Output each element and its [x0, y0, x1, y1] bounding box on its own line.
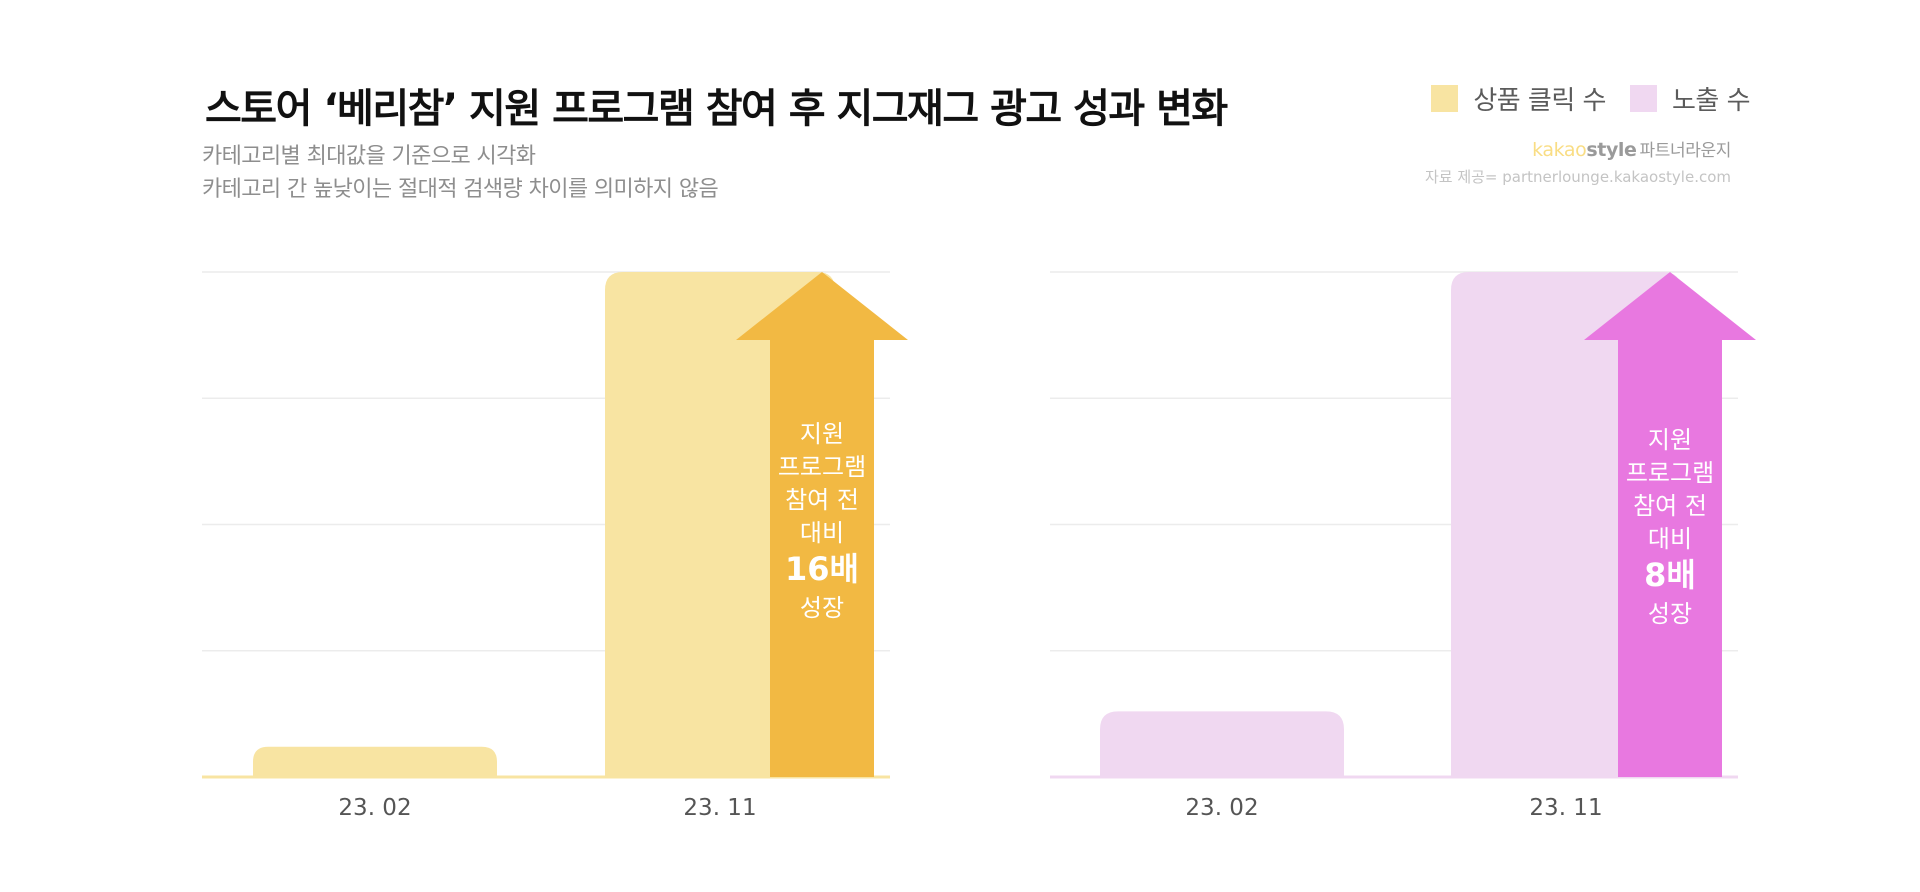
legend-item-clicks: 상품 클릭 수 [1431, 80, 1606, 117]
bar-before [1100, 711, 1344, 777]
legend-item-impressions: 노출 수 [1629, 80, 1751, 117]
arrow-label-line: 지원 [1648, 426, 1692, 454]
growth-multiplier: 8배 [1644, 556, 1696, 594]
legend-swatch-impressions [1629, 85, 1657, 112]
growth-arrow [1584, 272, 1756, 777]
source-note: 자료 제공= partnerlounge.kakaostyle.com [1424, 168, 1731, 186]
growth-multiplier: 16배 [785, 550, 859, 588]
arrow-label-line: 참여 전 [785, 486, 859, 514]
x-tick-label: 23. 02 [1185, 795, 1258, 821]
arrow-label-tail: 성장 [1648, 600, 1692, 628]
subtitle-line-2: 카테고리 간 높낮이는 절대적 검색량 차이를 의미하지 않음 [202, 177, 719, 202]
legend: 상품 클릭 수 노출 수 [1407, 80, 1751, 117]
arrow-label-tail: 성장 [800, 594, 844, 622]
legend-swatch-clicks [1431, 85, 1459, 112]
arrow-label-line: 프로그램 [1626, 459, 1714, 487]
brand-lounge: 파트너라운지 [1639, 141, 1732, 161]
bar-before [253, 746, 497, 777]
chart-title: 스토어 ‘베리참’ 지원 프로그램 참여 후 지그재그 광고 성과 변화 [205, 86, 1228, 132]
brand-style: style [1586, 139, 1637, 161]
x-tick-label: 23. 11 [683, 795, 756, 821]
x-tick-label: 23. 02 [338, 795, 411, 821]
brand-logo: kakaostyle 파트너라운지 [1532, 136, 1731, 161]
arrow-label-line: 참여 전 [1633, 492, 1707, 520]
arrow-label-line: 대비 [800, 519, 844, 547]
brand-kakao: kakao [1532, 139, 1587, 161]
subtitle-line-1: 카테고리별 최대값을 기준으로 시각화 [202, 144, 536, 169]
arrow-label-line: 대비 [1648, 525, 1692, 553]
arrow-label-line: 프로그램 [778, 453, 866, 481]
chart-subtitle: 카테고리별 최대값을 기준으로 시각화 카테고리 간 높낮이는 절대적 검색량 … [202, 140, 719, 206]
x-tick-label: 23. 11 [1529, 795, 1602, 821]
growth-arrow [736, 272, 908, 777]
legend-label-impressions: 노출 수 [1671, 86, 1751, 116]
arrow-label-line: 지원 [800, 420, 844, 448]
legend-label-clicks: 상품 클릭 수 [1473, 86, 1606, 116]
